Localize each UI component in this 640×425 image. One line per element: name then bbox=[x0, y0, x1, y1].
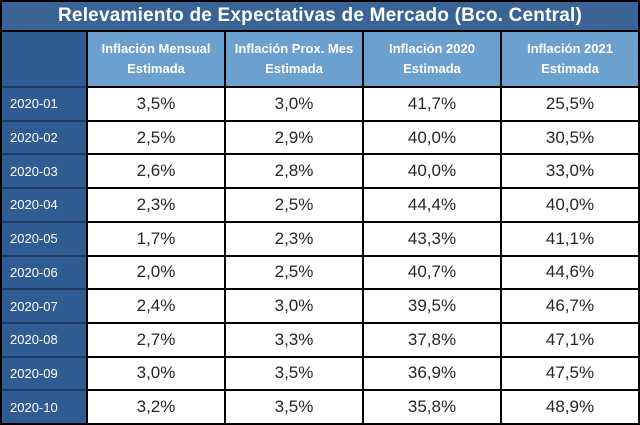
value-cell: 47,5% bbox=[502, 357, 638, 390]
column-header-monthly-inflation: Inflación Mensual Estimada bbox=[88, 32, 224, 86]
value-cell: 1,7% bbox=[88, 222, 224, 255]
value-cell: 2,9% bbox=[226, 121, 362, 154]
value-cell: 44,4% bbox=[364, 189, 500, 221]
value-cell: 33,0% bbox=[502, 155, 638, 188]
value-cell: 43,3% bbox=[364, 222, 500, 255]
row-label: 2020-01 bbox=[2, 88, 86, 122]
row-label: 2020-07 bbox=[2, 290, 86, 324]
value-cell: 40,7% bbox=[364, 256, 500, 289]
value-cell: 3,0% bbox=[226, 290, 362, 322]
value-cell: 48,9% bbox=[502, 391, 638, 423]
value-cell: 3,2% bbox=[88, 391, 224, 423]
table-title: Relevamiento de Expectativas de Mercado … bbox=[2, 2, 638, 30]
column-header-line1: Inflación Mensual bbox=[101, 40, 211, 56]
row-label: 2020-05 bbox=[2, 222, 86, 257]
value-cell: 3,5% bbox=[226, 357, 362, 390]
value-cell: 3,0% bbox=[88, 357, 224, 390]
row-label: 2020-06 bbox=[2, 256, 86, 290]
column-header-next-month-inflation: Inflación Prox. Mes Estimada bbox=[226, 32, 362, 86]
value-cell: 35,8% bbox=[364, 391, 500, 423]
column-header-line2: Estimada bbox=[403, 60, 461, 76]
value-cell: 36,9% bbox=[364, 357, 500, 390]
value-cell: 2,8% bbox=[226, 155, 362, 188]
value-cell: 2,5% bbox=[226, 256, 362, 289]
value-cell: 40,0% bbox=[364, 155, 500, 188]
column-header-line1: Inflación 2020 bbox=[389, 40, 475, 56]
row-label: 2020-10 bbox=[2, 391, 86, 423]
column-header-inflation-2021: Inflación 2021 Estimada bbox=[502, 32, 638, 86]
value-cell: 3,5% bbox=[226, 391, 362, 423]
value-cell: 2,5% bbox=[226, 189, 362, 221]
row-label: 2020-03 bbox=[2, 155, 86, 189]
value-cell: 2,0% bbox=[88, 256, 224, 289]
row-label: 2020-02 bbox=[2, 121, 86, 156]
value-cell: 2,4% bbox=[88, 290, 224, 322]
value-cell: 2,5% bbox=[88, 121, 224, 154]
value-cell: 44,6% bbox=[502, 256, 638, 289]
value-cell: 46,7% bbox=[502, 290, 638, 322]
value-cell: 25,5% bbox=[502, 88, 638, 120]
value-cell: 40,0% bbox=[364, 121, 500, 154]
column-header-line2: Estimada bbox=[127, 60, 185, 76]
value-cell: 39,5% bbox=[364, 290, 500, 322]
value-cell: 2,6% bbox=[88, 155, 224, 188]
row-label: 2020-08 bbox=[2, 323, 86, 358]
value-cell: 41,1% bbox=[502, 222, 638, 255]
value-cell: 40,0% bbox=[502, 189, 638, 221]
row-label: 2020-09 bbox=[2, 357, 86, 391]
value-cell: 3,3% bbox=[226, 323, 362, 356]
column-header-line2: Estimada bbox=[541, 60, 599, 76]
column-header-line1: Inflación 2021 bbox=[527, 40, 613, 56]
value-cell: 47,1% bbox=[502, 323, 638, 356]
column-header-inflation-2020: Inflación 2020 Estimada bbox=[364, 32, 500, 86]
value-cell: 41,7% bbox=[364, 88, 500, 120]
column-header-line1: Inflación Prox. Mes bbox=[234, 40, 354, 56]
value-cell: 2,7% bbox=[88, 323, 224, 356]
value-cell: 30,5% bbox=[502, 121, 638, 154]
corner-cell bbox=[2, 32, 86, 88]
value-cell: 2,3% bbox=[88, 189, 224, 221]
value-cell: 37,8% bbox=[364, 323, 500, 356]
row-label: 2020-04 bbox=[2, 189, 86, 223]
column-header-line2: Estimada bbox=[265, 60, 323, 76]
value-cell: 3,0% bbox=[226, 88, 362, 120]
value-cell: 3,5% bbox=[88, 88, 224, 120]
value-cell: 2,3% bbox=[226, 222, 362, 255]
